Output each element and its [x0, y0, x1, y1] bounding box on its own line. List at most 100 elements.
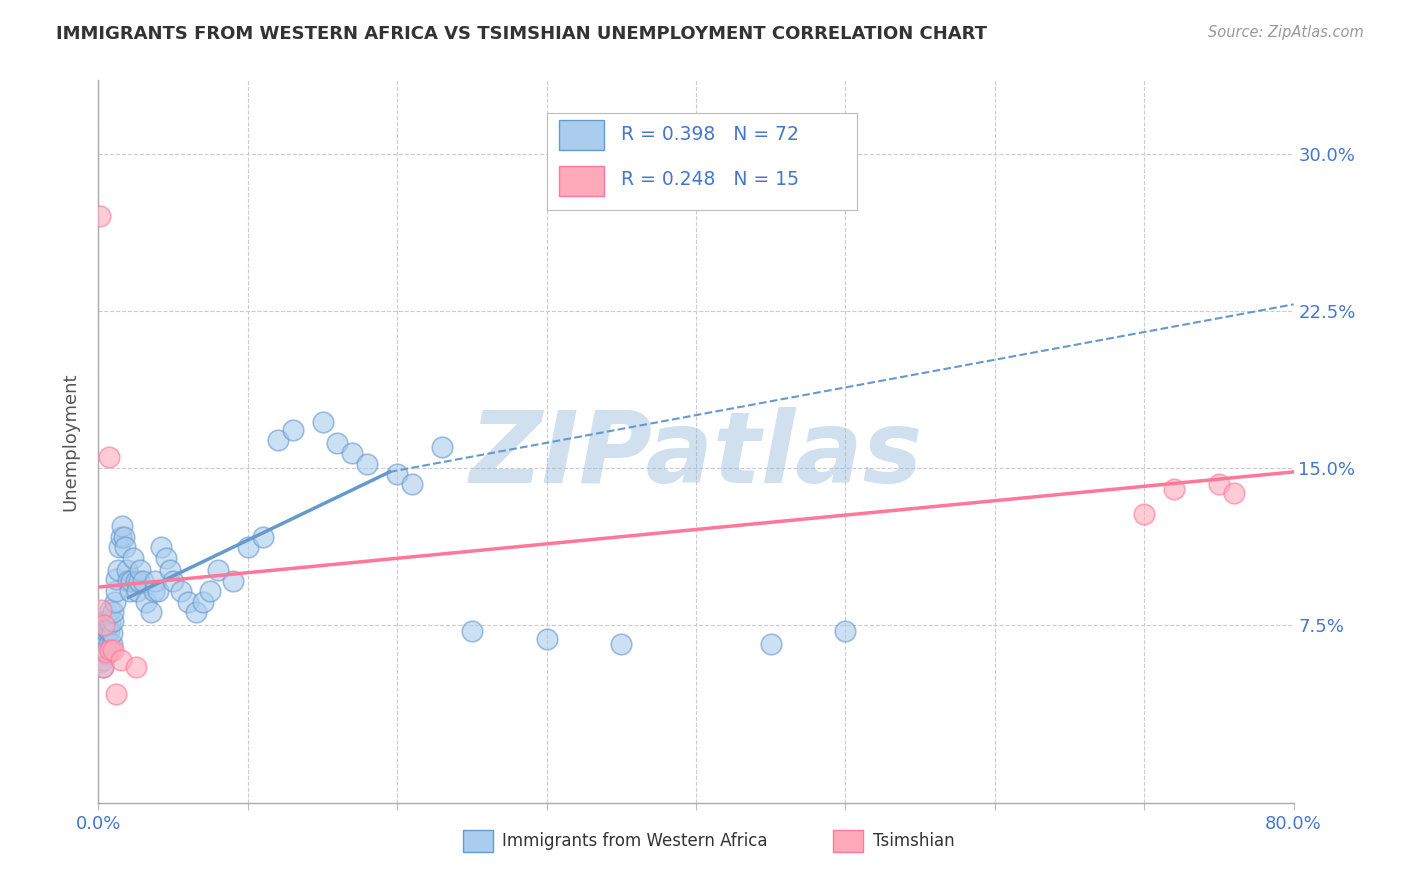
- Text: Source: ZipAtlas.com: Source: ZipAtlas.com: [1208, 25, 1364, 40]
- Point: [461, 624, 484, 638]
- Point: [89, 656, 111, 670]
- Point: [90, 632, 112, 647]
- Text: R = 0.248   N = 15: R = 0.248 N = 15: [620, 169, 799, 189]
- Bar: [834, 830, 863, 852]
- Bar: [463, 830, 494, 852]
- Bar: [558, 166, 605, 196]
- Point: [132, 574, 155, 588]
- Text: ZIPatlas: ZIPatlas: [470, 408, 922, 505]
- Point: [110, 530, 132, 544]
- Point: [98, 615, 122, 630]
- Point: [107, 563, 129, 577]
- Point: [98, 643, 122, 657]
- Point: [1163, 482, 1185, 496]
- Bar: [558, 120, 605, 151]
- Point: [98, 603, 122, 617]
- Point: [101, 637, 124, 651]
- Point: [115, 563, 138, 577]
- Point: [91, 624, 114, 638]
- Point: [169, 584, 191, 599]
- Point: [150, 541, 173, 555]
- Point: [326, 435, 349, 450]
- Point: [139, 605, 162, 619]
- Point: [101, 626, 124, 640]
- Point: [96, 622, 118, 636]
- Point: [91, 659, 114, 673]
- Point: [191, 595, 214, 609]
- Point: [207, 563, 229, 577]
- Point: [184, 605, 207, 619]
- Point: [103, 643, 125, 657]
- Point: [135, 595, 157, 609]
- Point: [311, 415, 333, 429]
- Point: [91, 659, 114, 673]
- Point: [342, 446, 364, 460]
- Point: [97, 624, 120, 638]
- Text: R = 0.398   N = 72: R = 0.398 N = 72: [620, 125, 799, 144]
- Point: [94, 637, 117, 651]
- Text: Immigrants from Western Africa: Immigrants from Western Africa: [502, 832, 768, 850]
- Point: [356, 457, 378, 471]
- Y-axis label: Unemployment: Unemployment: [62, 372, 80, 511]
- Point: [148, 584, 170, 599]
- Point: [96, 647, 118, 661]
- Point: [90, 603, 112, 617]
- Point: [127, 584, 149, 599]
- Point: [125, 659, 148, 673]
- Point: [385, 467, 409, 481]
- Point: [162, 574, 184, 588]
- Point: [1208, 477, 1230, 491]
- Point: [1133, 507, 1156, 521]
- Point: [159, 563, 181, 577]
- Point: [110, 653, 132, 667]
- Point: [93, 617, 115, 632]
- Point: [128, 574, 150, 588]
- Point: [129, 563, 152, 577]
- Point: [89, 210, 111, 224]
- Point: [1223, 486, 1246, 500]
- Point: [143, 574, 166, 588]
- Point: [142, 584, 165, 599]
- Point: [177, 595, 200, 609]
- Point: [155, 550, 177, 565]
- Point: [93, 634, 115, 648]
- Point: [114, 541, 136, 555]
- Point: [93, 643, 115, 657]
- Point: [97, 637, 120, 651]
- Text: IMMIGRANTS FROM WESTERN AFRICA VS TSIMSHIAN UNEMPLOYMENT CORRELATION CHART: IMMIGRANTS FROM WESTERN AFRICA VS TSIMSH…: [56, 25, 987, 43]
- Point: [94, 645, 117, 659]
- Point: [120, 574, 142, 588]
- Point: [105, 687, 128, 701]
- Point: [91, 653, 114, 667]
- Point: [94, 624, 117, 638]
- Point: [117, 574, 139, 588]
- Point: [90, 645, 112, 659]
- Point: [121, 550, 143, 565]
- Point: [834, 624, 856, 638]
- Point: [105, 572, 128, 586]
- Point: [104, 595, 127, 609]
- Point: [108, 541, 131, 555]
- Text: Tsimshian: Tsimshian: [873, 832, 955, 850]
- Point: [105, 584, 128, 599]
- Point: [281, 423, 304, 437]
- Point: [103, 605, 125, 619]
- Point: [610, 637, 633, 651]
- Point: [111, 519, 134, 533]
- Point: [125, 574, 148, 588]
- Point: [401, 477, 423, 491]
- Point: [103, 614, 125, 628]
- Point: [118, 584, 141, 599]
- Point: [430, 440, 453, 454]
- Point: [536, 632, 558, 647]
- Point: [97, 450, 120, 465]
- Point: [236, 541, 259, 555]
- Point: [112, 530, 135, 544]
- Point: [252, 530, 274, 544]
- Point: [267, 434, 290, 448]
- Point: [759, 637, 782, 651]
- Point: [222, 574, 245, 588]
- FancyBboxPatch shape: [547, 112, 858, 211]
- Point: [200, 584, 222, 599]
- Point: [94, 614, 117, 628]
